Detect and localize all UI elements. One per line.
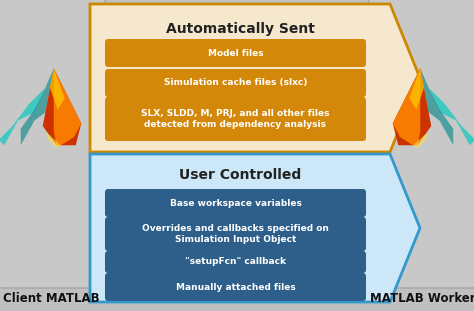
Text: Simulation cache files (slxc): Simulation cache files (slxc) [164, 78, 307, 87]
Polygon shape [393, 68, 431, 145]
FancyBboxPatch shape [368, 0, 474, 288]
FancyBboxPatch shape [105, 273, 366, 301]
Polygon shape [43, 68, 81, 145]
FancyBboxPatch shape [105, 39, 366, 67]
Polygon shape [90, 4, 420, 152]
Text: Overrides and callbacks specified on
Simulation Input Object: Overrides and callbacks specified on Sim… [142, 224, 329, 244]
FancyBboxPatch shape [105, 251, 366, 273]
FancyBboxPatch shape [105, 97, 366, 141]
Text: Base workspace variables: Base workspace variables [170, 198, 301, 207]
Polygon shape [0, 68, 54, 145]
Text: Automatically Sent: Automatically Sent [165, 22, 314, 36]
Polygon shape [54, 68, 81, 145]
Polygon shape [420, 68, 474, 145]
Polygon shape [21, 68, 54, 145]
Polygon shape [413, 132, 428, 148]
FancyBboxPatch shape [0, 0, 106, 288]
Polygon shape [393, 68, 420, 145]
Text: Client MATLAB: Client MATLAB [3, 292, 100, 305]
Text: Model files: Model files [208, 49, 264, 58]
FancyBboxPatch shape [105, 217, 366, 251]
Polygon shape [409, 68, 424, 109]
Text: Manually attached files: Manually attached files [176, 282, 295, 291]
Polygon shape [46, 132, 61, 148]
Text: SLX, SLDD, M, PRJ, and all other files
detected from dependency analysis: SLX, SLDD, M, PRJ, and all other files d… [141, 109, 330, 129]
Text: "setupFcn" callback: "setupFcn" callback [185, 258, 286, 267]
Polygon shape [90, 154, 420, 302]
FancyBboxPatch shape [105, 189, 366, 217]
Text: MATLAB Worker: MATLAB Worker [370, 292, 474, 305]
Text: User Controlled: User Controlled [179, 168, 301, 182]
FancyBboxPatch shape [105, 69, 366, 97]
Polygon shape [420, 68, 453, 145]
Polygon shape [50, 68, 65, 109]
